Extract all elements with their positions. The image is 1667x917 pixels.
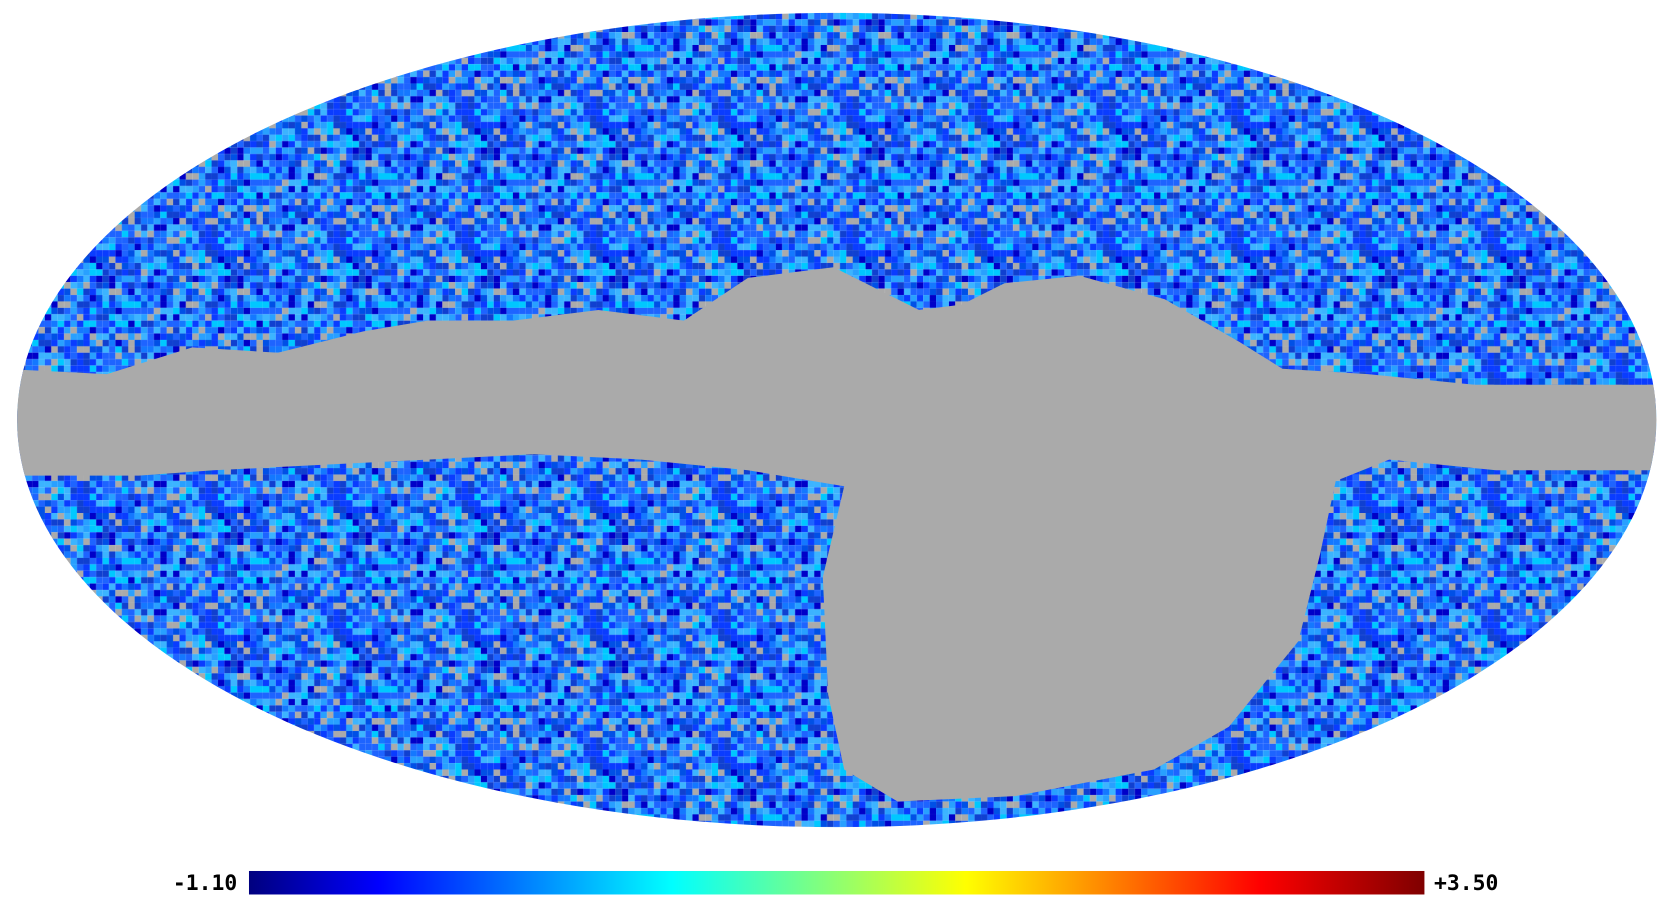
colorbar <box>248 870 1425 895</box>
mask-group <box>17 267 1657 802</box>
galactic-mask <box>17 267 1657 802</box>
colorbar-max-label: +3.50 <box>1434 871 1498 896</box>
colorbar-min-label: -1.10 <box>173 871 237 896</box>
